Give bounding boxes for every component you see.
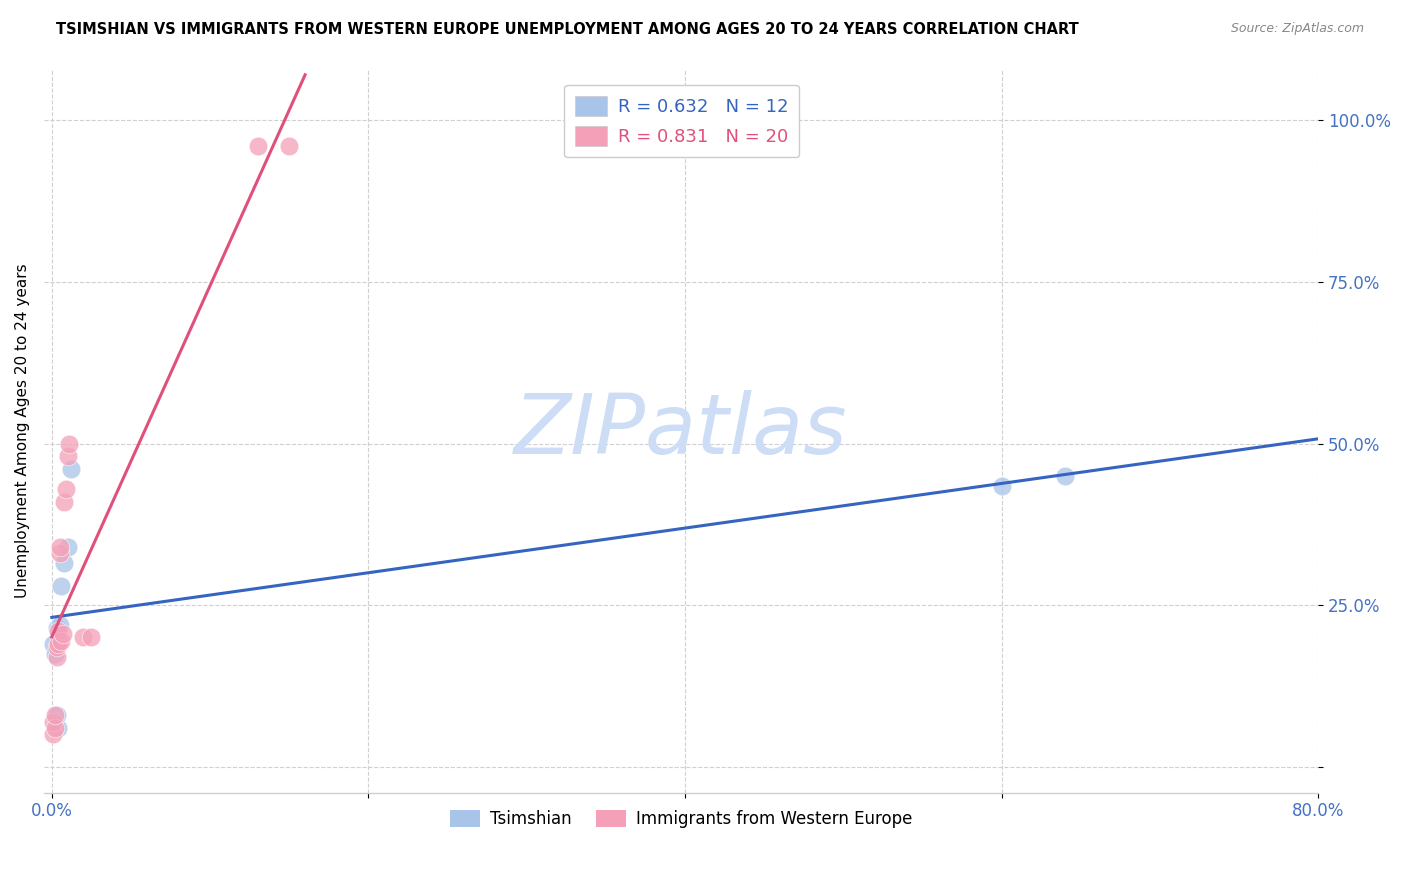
Point	[44, 708, 66, 723]
Point	[52, 627, 75, 641]
Point	[42, 727, 65, 741]
Point	[48, 617, 70, 632]
Y-axis label: Unemployment Among Ages 20 to 24 years: Unemployment Among Ages 20 to 24 years	[15, 263, 30, 598]
Text: TSIMSHIAN VS IMMIGRANTS FROM WESTERN EUROPE UNEMPLOYMENT AMONG AGES 20 TO 24 YEA: TSIMSHIAN VS IMMIGRANTS FROM WESTERN EUR…	[56, 22, 1078, 37]
Point	[48, 540, 70, 554]
Point	[55, 482, 77, 496]
Point	[46, 721, 69, 735]
Point	[278, 139, 301, 153]
Point	[46, 624, 69, 638]
Text: Source: ZipAtlas.com: Source: ZipAtlas.com	[1230, 22, 1364, 36]
Point	[246, 139, 269, 153]
Point	[48, 546, 70, 560]
Point	[56, 540, 79, 554]
Point	[990, 478, 1012, 492]
Point	[46, 637, 69, 651]
Point	[53, 494, 76, 508]
Point	[45, 621, 67, 635]
Point	[72, 631, 94, 645]
Point	[45, 708, 67, 723]
Point	[51, 633, 73, 648]
Point	[59, 462, 82, 476]
Text: ZIPatlas: ZIPatlas	[515, 390, 848, 471]
Point	[45, 640, 67, 655]
Point	[80, 631, 103, 645]
Point	[44, 647, 66, 661]
Legend: Tsimshian, Immigrants from Western Europe: Tsimshian, Immigrants from Western Europ…	[443, 804, 920, 835]
Point	[44, 721, 66, 735]
Point	[1053, 468, 1076, 483]
Point	[42, 714, 65, 729]
Point	[51, 579, 73, 593]
Point	[58, 436, 80, 450]
Point	[53, 556, 76, 570]
Point	[42, 637, 65, 651]
Point	[45, 649, 67, 664]
Point	[56, 450, 79, 464]
